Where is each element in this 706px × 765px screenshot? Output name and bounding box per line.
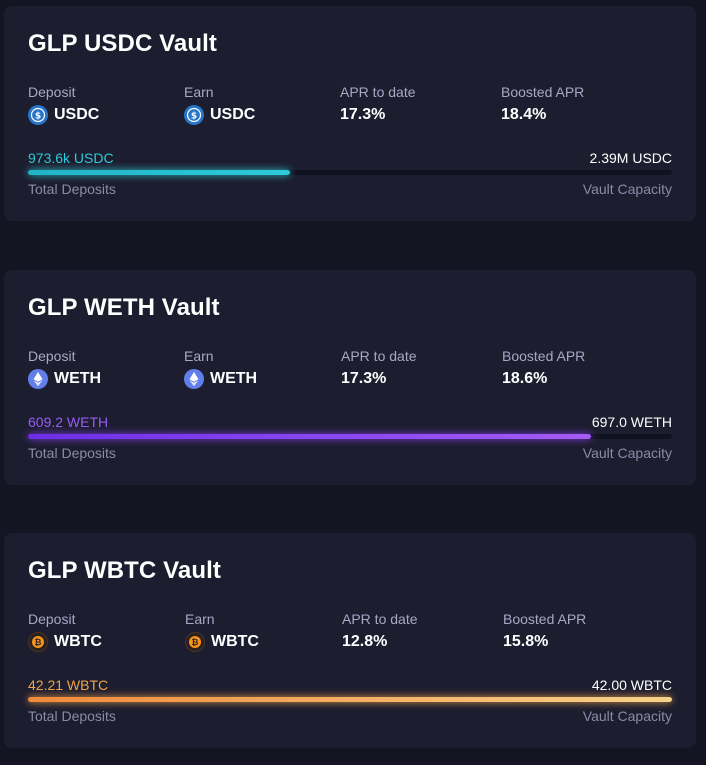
boosted-apr-value: 15.8% [503,633,549,650]
total-deposits-amount: 609.2 WETH [28,414,109,430]
total-deposits-label: Total Deposits [28,708,116,724]
apr-label: APR to date [341,348,417,364]
earn-stat: Earn $ USDC [184,83,255,125]
deposit-label: Deposit [28,84,76,100]
boosted-apr-label: Boosted APR [502,348,586,364]
total-deposits-label: Total Deposits [28,445,116,461]
vault-capacity-label: Vault Capacity [582,445,672,461]
svg-text:$: $ [35,112,41,122]
capacity-progress-bar [28,697,672,702]
capacity-progress-bar [28,170,672,175]
deposit-token: WETH [54,370,102,387]
vault-card-weth[interactable]: GLP WETH Vault Deposit WETH Earn WETH AP… [4,270,696,485]
deposit-value: WETH [28,369,101,389]
earn-label: Earn [184,348,214,364]
earn-stat: Earn WETH [184,347,257,389]
deposit-label: Deposit [28,348,76,364]
apr-stat: APR to date 12.8% [342,610,418,652]
svg-text:₿: ₿ [35,637,42,648]
vault-capacity-amount: 2.39M USDC [589,150,672,166]
earn-token: USDC [210,106,256,123]
capacity-progress-fill [28,434,591,439]
apr-label: APR to date [342,611,418,627]
total-deposits-label: Total Deposits [28,181,116,197]
boosted-apr-label: Boosted APR [503,611,587,627]
boosted-apr-stat: Boosted APR 15.8% [503,610,586,652]
svg-text:₿: ₿ [192,637,199,648]
earn-value: WETH [184,369,257,389]
deposit-value: ₿ WBTC [28,632,102,652]
earn-token: WETH [210,370,258,387]
earn-token: WBTC [211,633,259,650]
boosted-apr-stat: Boosted APR 18.6% [502,347,585,389]
eth-icon [28,369,48,389]
vault-capacity-amount: 697.0 WETH [591,414,672,430]
deposit-value: $ USDC [28,105,99,125]
apr-value: 17.3% [340,106,386,123]
svg-text:$: $ [191,112,197,122]
apr-stat: APR to date 17.3% [340,83,416,125]
deposit-stat: Deposit $ USDC [28,83,99,125]
earn-label: Earn [184,84,214,100]
boosted-apr-stat: Boosted APR 18.4% [501,83,584,125]
apr-label: APR to date [340,84,416,100]
usdc-icon: $ [184,105,204,125]
vault-card-usdc[interactable]: GLP USDC Vault Deposit $ USDC Earn $ USD… [4,6,696,221]
deposit-label: Deposit [28,611,76,627]
deposit-token: USDC [54,106,100,123]
deposit-token: WBTC [54,633,102,650]
vault-title: GLP USDC Vault [28,30,217,57]
vault-capacity-label: Vault Capacity [582,181,672,197]
deposit-stat: Deposit WETH [28,347,101,389]
capacity-progress-fill [28,170,291,175]
boosted-apr-value: 18.6% [502,370,548,387]
earn-value: ₿ WBTC [185,632,259,652]
boosted-apr-value: 18.4% [501,106,547,123]
eth-icon [184,369,204,389]
earn-label: Earn [185,611,215,627]
earn-stat: Earn ₿ WBTC [185,610,259,652]
usdc-icon: $ [28,105,48,125]
apr-value: 17.3% [341,370,387,387]
vault-capacity-amount: 42.00 WBTC [591,677,672,693]
apr-stat: APR to date 17.3% [341,347,417,389]
capacity-progress-bar [28,434,672,439]
vault-title: GLP WETH Vault [28,294,220,321]
total-deposits-amount: 973.6k USDC [28,150,114,166]
total-deposits-amount: 42.21 WBTC [28,677,109,693]
btc-icon: ₿ [185,632,205,652]
boosted-apr-label: Boosted APR [501,84,585,100]
earn-value: $ USDC [184,105,255,125]
vault-title: GLP WBTC Vault [28,557,221,584]
vault-card-wbtc[interactable]: GLP WBTC Vault Deposit ₿ WBTC Earn ₿ WBT… [4,533,696,748]
capacity-progress-fill [28,697,672,702]
btc-icon: ₿ [28,632,48,652]
apr-value: 12.8% [342,633,388,650]
deposit-stat: Deposit ₿ WBTC [28,610,102,652]
vault-capacity-label: Vault Capacity [582,708,672,724]
